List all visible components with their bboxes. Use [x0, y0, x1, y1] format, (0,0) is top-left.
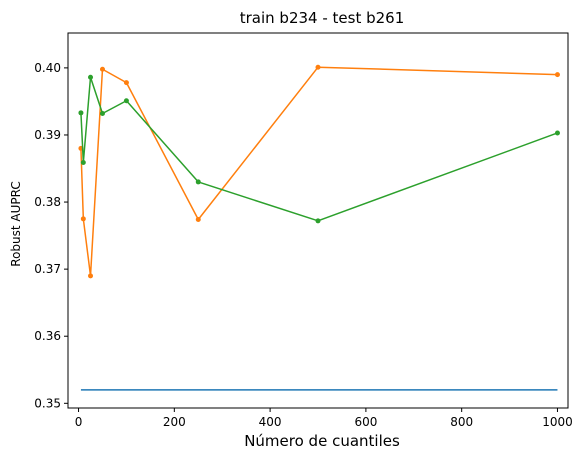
data-point-series-3: [80, 159, 86, 165]
data-point-series-3: [195, 179, 201, 185]
x-axis: 0 200 400 600 800 1000: [75, 408, 573, 429]
data-point-series-2: [80, 216, 86, 222]
x-tick-label: 600: [354, 415, 377, 429]
data-point-series-2: [315, 64, 321, 70]
series-line-2: [80, 66, 558, 277]
series-line-3: [80, 76, 558, 222]
data-point-series-2: [123, 80, 129, 86]
plot-area: [78, 64, 560, 391]
x-tick-label: 200: [163, 415, 186, 429]
data-point-series-2: [88, 273, 94, 279]
x-tick-label: 400: [259, 415, 282, 429]
data-point-series-2: [195, 216, 201, 222]
x-axis-label: Número de cuantiles: [244, 432, 400, 450]
data-point-series-3: [99, 111, 105, 117]
x-tick-label: 1000: [542, 415, 573, 429]
data-point-series-3: [315, 218, 321, 224]
x-tick-label: 0: [75, 415, 83, 429]
y-axis-label: Robust AUPRC: [9, 181, 23, 266]
data-point-series-3: [123, 98, 129, 104]
y-tick-label: 0.38: [34, 195, 61, 209]
y-tick-label: 0.39: [34, 128, 61, 142]
data-point-series-3: [554, 130, 560, 136]
y-tick-label: 0.35: [34, 396, 61, 410]
data-point-series-3: [88, 74, 94, 80]
chart-title: train b234 - test b261: [240, 9, 405, 27]
y-tick-label: 0.37: [34, 262, 61, 276]
y-tick-label: 0.40: [34, 61, 61, 75]
data-point-series-2: [554, 72, 560, 78]
plot-frame: [67, 32, 569, 409]
y-tick-label: 0.36: [34, 329, 61, 343]
data-point-series-2: [99, 66, 105, 72]
y-axis: 0.35 0.36 0.37 0.38 0.39 0.40: [34, 61, 68, 410]
data-point-series-3: [78, 110, 84, 116]
x-tick-label: 800: [450, 415, 473, 429]
